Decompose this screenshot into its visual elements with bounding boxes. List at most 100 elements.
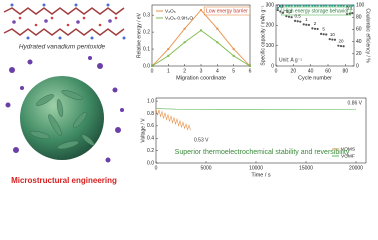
point — [305, 23, 308, 26]
point — [331, 38, 334, 41]
rate-label: 5 — [322, 26, 325, 31]
annotation: Low energy barrier — [206, 8, 248, 14]
x-tick-label: 20 — [291, 68, 297, 74]
point — [232, 54, 235, 57]
point — [331, 4, 334, 7]
point — [287, 4, 291, 7]
x-tick-label: 0 — [151, 68, 154, 74]
y-tick-label: 0.0 — [147, 160, 154, 166]
point — [328, 4, 331, 7]
point — [290, 4, 293, 7]
point — [313, 27, 317, 30]
y2-tick-label: 20 — [356, 51, 362, 57]
point — [342, 4, 345, 7]
y-tick-label: 0.0 — [143, 63, 150, 69]
y2-tick-label: 80 — [356, 15, 362, 21]
y-axis-title: Voltage / V — [140, 118, 146, 143]
point — [337, 4, 340, 7]
legend-label: VOMF — [341, 153, 355, 159]
y-axis-title: Relative energy / eV — [136, 12, 142, 58]
point — [311, 27, 314, 30]
annotation: Unit: A g⁻¹ — [279, 57, 302, 63]
x-tick-label: 15000 — [299, 165, 313, 171]
point — [302, 23, 305, 26]
y2-tick-label: 0 — [356, 63, 359, 69]
annotation: High energy storage behavior — [283, 8, 349, 14]
legend-label: V₂O₅·0.9H₂O — [165, 15, 193, 21]
x-tick-label: 20000 — [349, 165, 363, 171]
point — [299, 20, 302, 23]
y-tick-label: 0 — [271, 63, 274, 69]
point — [296, 4, 299, 7]
x-tick-label: 40 — [308, 68, 314, 74]
x-tick-label: 3 — [200, 68, 203, 74]
x-tick-label: 1 — [167, 68, 170, 74]
point — [216, 27, 219, 30]
illustration-label: Hydrated vanadium pentoxide — [19, 44, 106, 51]
point — [276, 6, 279, 10]
point — [167, 48, 170, 51]
x-tick-label: 4 — [216, 68, 219, 74]
y-tick-label: 0.8 — [147, 111, 154, 117]
point — [325, 4, 328, 7]
annotation: Superior thermoelectrochemical stability… — [175, 149, 350, 156]
y-axis-title: Specific capacity / mAh g⁻¹ — [260, 5, 266, 65]
point — [183, 27, 186, 30]
point — [151, 65, 153, 67]
series-line — [155, 108, 357, 111]
y2-axis-title: Coulombic efficiency / % — [365, 8, 371, 63]
point — [287, 15, 291, 18]
point — [316, 4, 319, 7]
point — [351, 12, 354, 15]
point — [299, 4, 302, 7]
rate-label: 0.1 — [347, 6, 354, 11]
y2-tick-label: 40 — [356, 39, 362, 45]
point — [293, 4, 297, 7]
x-tick-label: 10000 — [249, 165, 263, 171]
y-tick-label: 0.2 — [147, 148, 154, 154]
point — [232, 48, 235, 51]
point — [339, 44, 343, 48]
point — [279, 5, 282, 8]
point — [305, 4, 308, 7]
point — [348, 4, 351, 7]
point — [337, 44, 340, 47]
point — [302, 4, 305, 7]
illustration-caption: Microstructural engineering — [11, 176, 117, 185]
y-tick-label: 0.2 — [143, 29, 150, 35]
x-tick-label: 60 — [325, 68, 331, 74]
figure: Hydrated vanadium pentoxide Microstructu… — [3, 2, 371, 185]
rate-label: 20 — [338, 38, 344, 43]
point — [319, 4, 323, 7]
point — [183, 41, 186, 44]
point — [342, 45, 345, 48]
legend-label: V₂O₅ — [165, 8, 176, 14]
annotation: 0.86 V — [348, 100, 363, 106]
x-tick-label: 6 — [249, 68, 252, 74]
x-tick-label: 5 — [232, 68, 235, 74]
point — [290, 16, 293, 19]
y2-tick-label: 100 — [356, 2, 365, 8]
point — [293, 19, 297, 22]
legend-label: VOMS — [341, 146, 355, 152]
rate-label: 0.1 — [277, 4, 284, 9]
x-tick-label: 80 — [343, 68, 349, 74]
point — [281, 4, 285, 7]
rate-label: 0.2 — [286, 9, 293, 14]
y-tick-label: 300 — [266, 2, 275, 8]
point — [328, 38, 331, 41]
y-tick-label: 100 — [266, 43, 275, 49]
point — [200, 29, 202, 32]
y-tick-label: 0.3 — [143, 12, 150, 18]
rate-label: 2 — [314, 21, 317, 26]
x-axis-title: Cycle number — [298, 75, 332, 81]
y-tick-label: 0.4 — [147, 136, 154, 142]
x-tick-label: 5000 — [200, 165, 211, 171]
point — [311, 4, 314, 7]
y-tick-label: 200 — [266, 23, 275, 29]
point — [316, 27, 319, 31]
point — [200, 9, 202, 12]
rate-label: 10 — [330, 32, 336, 37]
series-line — [155, 108, 191, 131]
y-tick-label: 0.6 — [147, 123, 154, 129]
